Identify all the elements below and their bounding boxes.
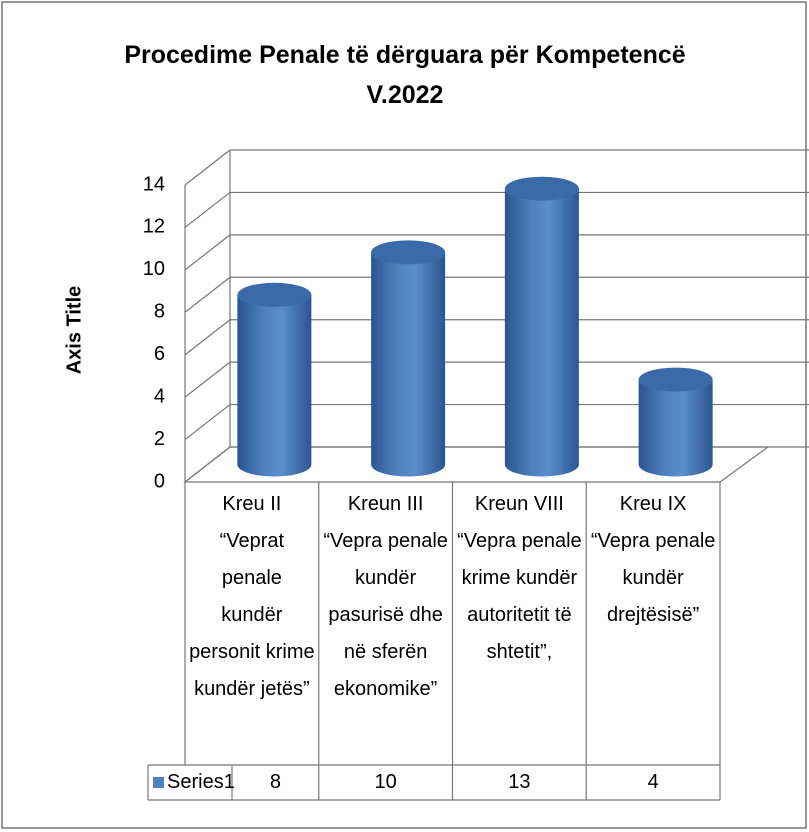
cylinder-top — [638, 367, 713, 392]
cylinder — [504, 188, 579, 477]
x-tick-label: Kreun III “Vepra penale kundër pasurisë … — [323, 493, 448, 700]
title-box: Procedime Penale të dërguara për Kompete… — [124, 41, 686, 109]
x-tick-label: Kreun VIII “Vepra penale krime kundër au… — [457, 493, 582, 663]
table-value: 10 — [375, 771, 397, 793]
grid-line — [184, 149, 231, 186]
x-tick-label: Kreu IX “Vepra penale kundër drejtësisë” — [590, 493, 716, 626]
category-cell: Kreun III “Vepra penale kundër pasurisë … — [323, 493, 448, 700]
y-tick-label: 2 — [154, 428, 165, 450]
y-tick-label: 4 — [154, 385, 165, 407]
cylinder — [237, 294, 312, 477]
grid-line — [184, 276, 231, 313]
cylinder-top — [371, 240, 446, 265]
cylinder-top — [504, 176, 579, 201]
category-cell: Kreun VIII “Vepra penale krime kundër au… — [457, 493, 582, 663]
y-tick-label: 10 — [143, 258, 165, 280]
table-value: 13 — [508, 771, 530, 793]
category-cell: Kreu II “Veprat penale kundër personit k… — [189, 493, 315, 700]
y-axis-title: Axis Title — [63, 286, 85, 375]
y-tick-label: 8 — [154, 301, 165, 323]
legend-label: Series1 — [167, 771, 235, 793]
y-tick-label: 0 — [154, 470, 165, 492]
chart-title: Procedime Penale të dërguara për Kompete… — [124, 41, 686, 109]
legend-swatch — [153, 777, 164, 788]
x-tick-label: Kreu II “Veprat penale kundër personit k… — [189, 493, 315, 700]
grid-line — [184, 234, 231, 271]
grid-line — [184, 404, 231, 441]
cylinder — [371, 252, 446, 477]
y-tick-label: 6 — [154, 343, 165, 365]
grid-line — [184, 361, 231, 398]
category-cell: Kreu IX “Vepra penale kundër drejtësisë” — [590, 493, 716, 626]
grid-line — [184, 319, 231, 356]
cylinder-top — [237, 282, 312, 307]
grid-line — [184, 446, 231, 483]
cylinder — [638, 379, 713, 477]
grid-line — [184, 191, 231, 228]
table-value: 8 — [270, 771, 281, 793]
table-value: 4 — [648, 771, 659, 793]
y-tick-label: 14 — [143, 173, 165, 195]
y-tick-label: 12 — [143, 216, 165, 238]
